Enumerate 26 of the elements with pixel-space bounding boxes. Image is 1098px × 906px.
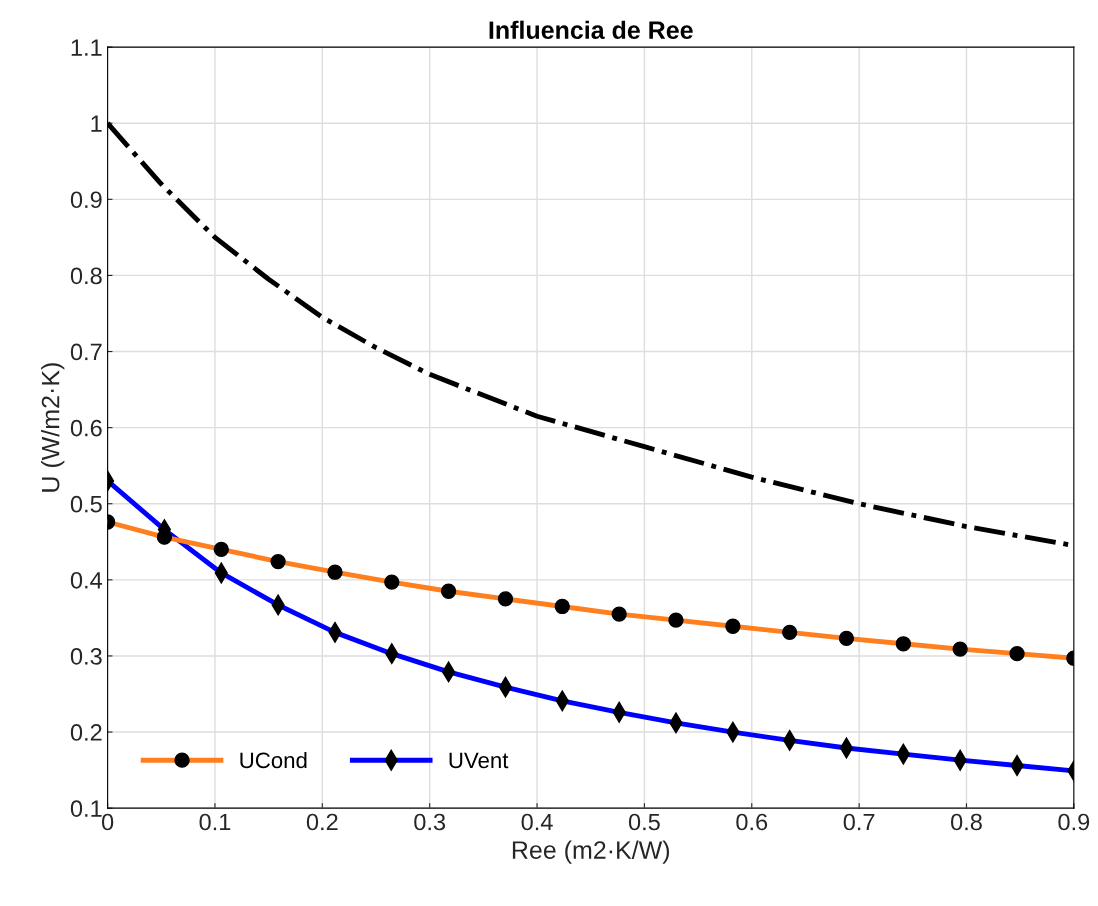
chart-title: Influencia de Ree — [489, 20, 693, 40]
y-axis-title: U (W/m2·K) — [41, 363, 65, 492]
y-tick-label: 0.9 — [70, 191, 102, 209]
y-tick-label: 1 — [91, 115, 102, 132]
y-tick-label: 0.1 — [70, 800, 102, 817]
x-tick-label: 0.2 — [306, 813, 338, 831]
legend-label: UCond — [240, 751, 307, 769]
y-tick-label: 0.2 — [70, 724, 102, 741]
x-tick-label: 0.5 — [628, 813, 660, 831]
y-tick-label: 0.6 — [70, 419, 102, 437]
y-tick-label: 0.4 — [70, 571, 103, 589]
x-axis-title: Ree (m2·K/W) — [512, 840, 670, 864]
y-tick-label: 1.1 — [71, 39, 102, 56]
y-tick-label: 0.8 — [70, 267, 102, 285]
x-tick-label: 0.7 — [843, 813, 875, 831]
x-tick-label: 0.3 — [414, 813, 446, 831]
x-tick-label: 0.9 — [1058, 813, 1090, 831]
x-tick-label: 0.1 — [199, 813, 231, 831]
x-tick-label: 0.8 — [951, 813, 982, 831]
x-tick-label: 0.4 — [521, 813, 553, 831]
y-tick-label: 0.5 — [70, 495, 102, 513]
legend-label: UVent — [449, 752, 509, 769]
y-tick-label: 0.7 — [70, 343, 102, 361]
x-tick-label: 0.6 — [736, 813, 768, 831]
x-tick-label: 0 — [101, 813, 114, 831]
y-tick-label: 0.3 — [70, 648, 102, 665]
